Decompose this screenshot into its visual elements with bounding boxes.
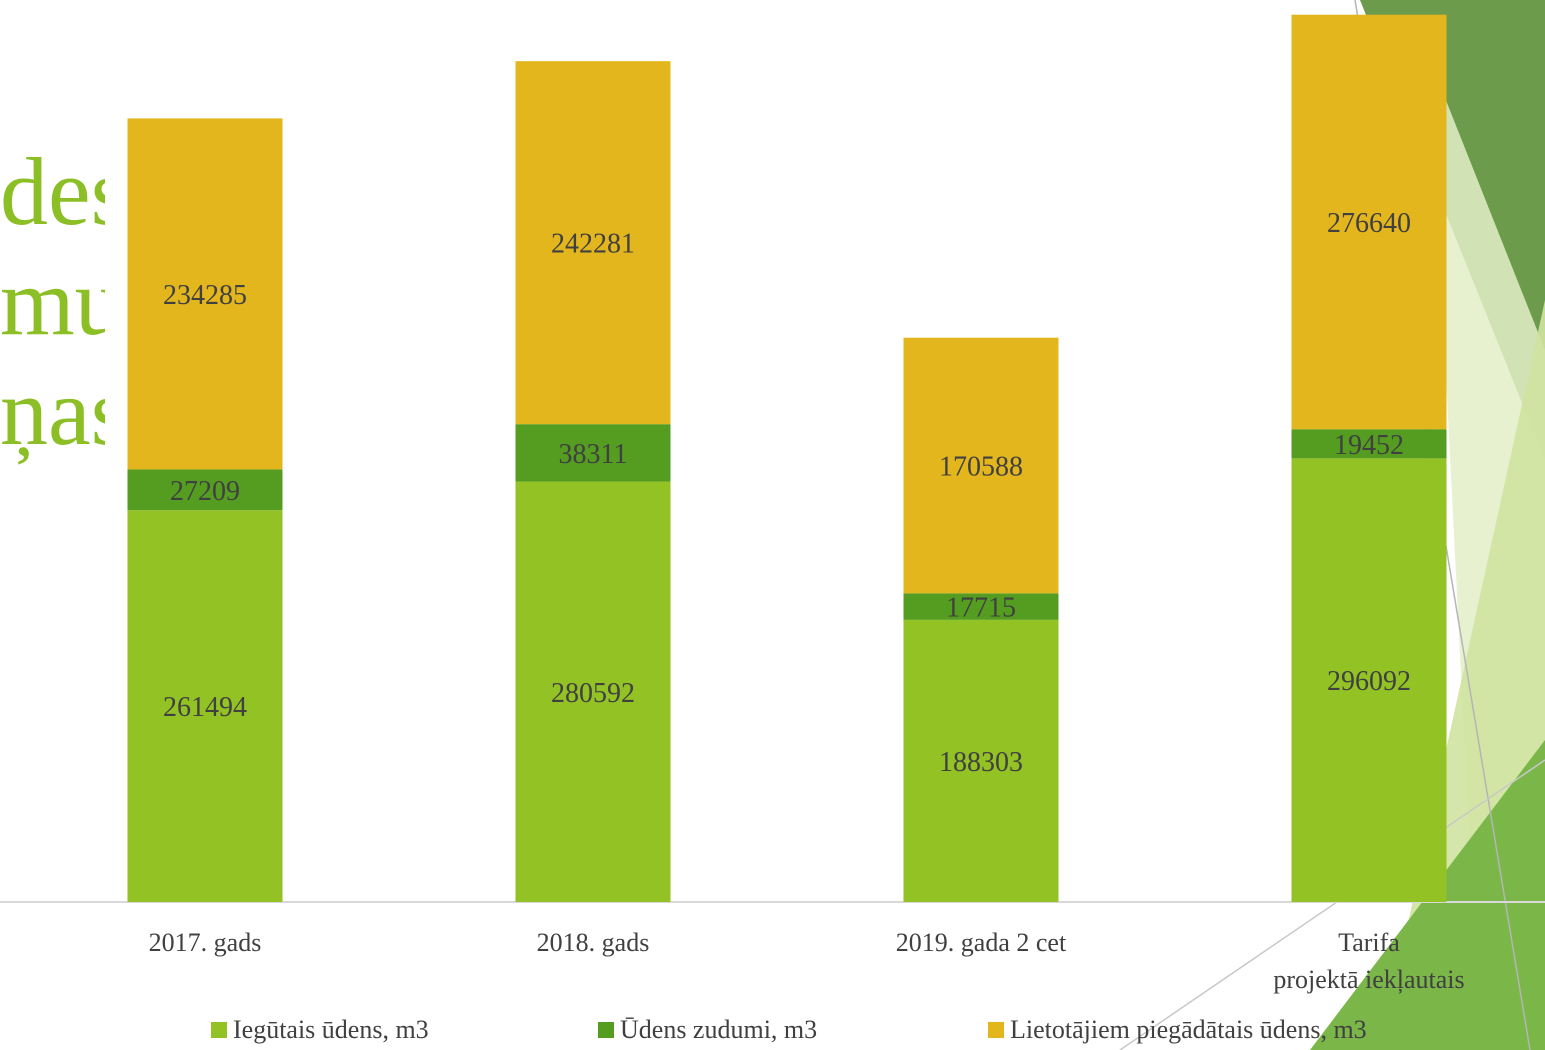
data-label: 27209 — [170, 476, 240, 507]
bar-segment-iegutais — [1291, 458, 1447, 902]
category-tick-label: projektā iekļautais — [1273, 965, 1464, 994]
legend-item: Lietotājiem piegādātais ūdens, m3 — [988, 1013, 1367, 1047]
legend-swatch — [988, 1022, 1004, 1038]
legend-item: Iegūtais ūdens, m3 — [211, 1013, 429, 1047]
legend-swatch — [211, 1022, 227, 1038]
legend-item: Ūdens zudumi, m3 — [598, 1013, 817, 1047]
data-label: 261494 — [163, 692, 247, 723]
bar-segment-zudumi — [515, 424, 671, 482]
bar-segment-zudumi — [1291, 429, 1447, 459]
bar-segment-piegadatais — [515, 61, 671, 425]
legend-swatch — [598, 1022, 614, 1038]
category-tick-label: 2018. gads — [537, 928, 650, 957]
bar-segment-piegadatais — [903, 337, 1059, 594]
data-label: 17715 — [946, 593, 1016, 624]
category-tick-label: Tarifa — [1338, 928, 1400, 957]
data-label: 296092 — [1327, 666, 1411, 697]
data-label: 280592 — [551, 678, 635, 709]
bar-segment-piegadatais — [127, 118, 283, 470]
bar-segment-iegutais — [515, 481, 671, 902]
bar-segment-iegutais — [903, 619, 1059, 902]
data-label: 19452 — [1334, 430, 1404, 461]
slide-title-fragment: des — [0, 138, 105, 245]
legend-label: Ūdens zudumi, m3 — [620, 1015, 818, 1044]
deco-line — [1119, 759, 1545, 1050]
bar-segment-piegadatais — [1291, 14, 1447, 430]
data-label: 188303 — [939, 747, 1023, 778]
data-label: 276640 — [1327, 208, 1411, 239]
data-label: 38311 — [559, 439, 628, 470]
slide-title-fragment: ņas — [0, 358, 105, 465]
category-tick-label: 2017. gads — [149, 928, 262, 957]
bar-segment-zudumi — [903, 593, 1059, 620]
data-label: 242281 — [551, 229, 635, 260]
category-tick-label: 2019. gada 2 cet — [896, 928, 1067, 957]
data-label: 234285 — [163, 280, 247, 311]
legend-label: Iegūtais ūdens, m3 — [233, 1015, 429, 1044]
data-label: 170588 — [939, 452, 1023, 483]
slide-title-fragment: mu — [0, 248, 105, 355]
bar-segment-zudumi — [127, 469, 283, 511]
legend-label: Lietotājiem piegādātais ūdens, m3 — [1010, 1015, 1367, 1044]
bar-segment-iegutais — [127, 510, 283, 902]
